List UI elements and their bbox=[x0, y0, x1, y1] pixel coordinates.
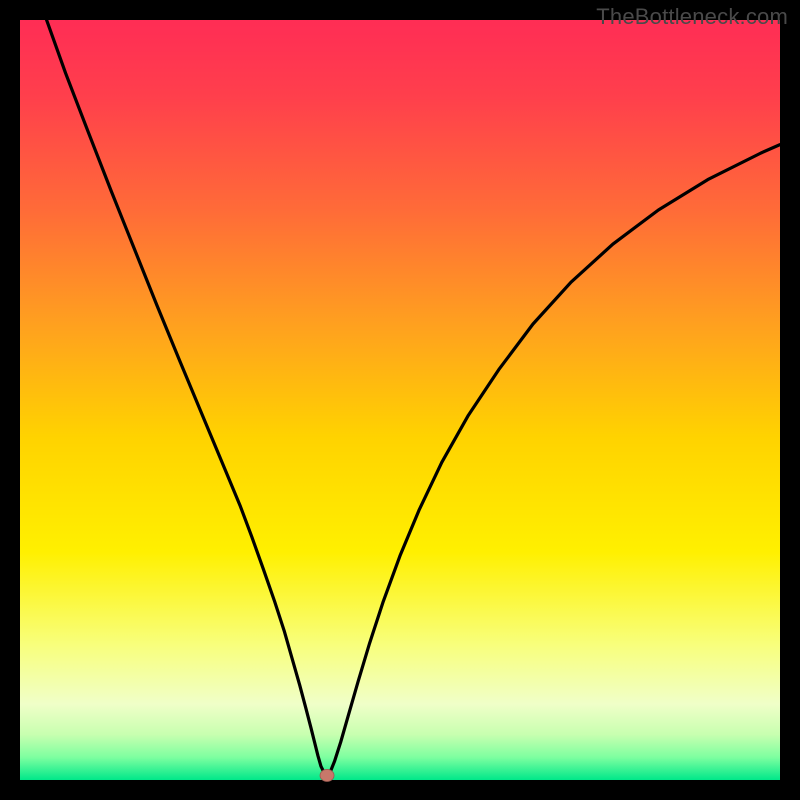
chart-background-gradient bbox=[20, 20, 780, 780]
optimal-point-marker bbox=[320, 769, 334, 781]
watermark-text: TheBottleneck.com bbox=[596, 4, 788, 30]
gradient-curve-chart bbox=[0, 0, 800, 800]
chart-container: TheBottleneck.com bbox=[0, 0, 800, 800]
